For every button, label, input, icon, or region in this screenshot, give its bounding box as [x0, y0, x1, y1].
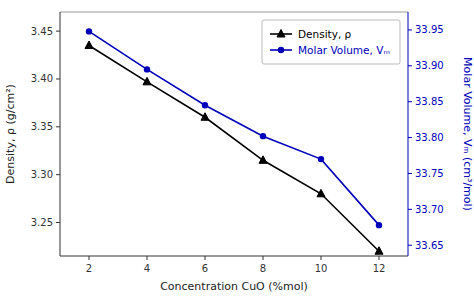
legend-marker	[278, 47, 284, 53]
point	[259, 156, 267, 164]
legend: Density, ρ Molar Volume, Vₘ	[262, 20, 400, 64]
x-tick	[205, 256, 206, 260]
y-tick-label: 3.45	[31, 26, 53, 37]
x-tick	[379, 256, 380, 260]
y-axis-label: Density, ρ (g/cm²)	[4, 84, 17, 184]
y-tick-label: 3.25	[31, 217, 53, 228]
point	[260, 133, 266, 139]
x-tick-label: 8	[260, 263, 266, 274]
point	[143, 77, 151, 85]
point	[376, 222, 382, 228]
y-tick-label: 3.40	[31, 73, 53, 84]
x-tick	[147, 256, 148, 260]
x-tick	[263, 256, 264, 260]
y2-tick	[408, 173, 412, 174]
y2-tick	[408, 101, 412, 102]
x-tick-label: 2	[86, 263, 92, 274]
x-axis-label: Concentration CuO (%mol)	[160, 280, 308, 293]
point	[318, 156, 324, 162]
legend-label: Molar Volume, Vₘ	[298, 44, 390, 56]
y-axis-line	[60, 12, 61, 256]
x-tick	[89, 256, 90, 260]
x-tick	[321, 256, 322, 260]
y2-tick	[408, 65, 412, 66]
y-tick-label: 3.30	[31, 169, 53, 180]
y2-tick-label: 33.90	[415, 60, 444, 71]
y2-tick-label: 33.70	[415, 204, 444, 215]
y-tick	[56, 174, 60, 175]
y2-tick	[408, 137, 412, 138]
chart: 2 4 6 8 10 12 3.25 3.30 3.35 3.40 3.45 33.65 33.70 33…	[0, 0, 474, 298]
y2-axis-line	[408, 12, 409, 256]
legend-marker	[277, 30, 285, 38]
x-tick-label: 6	[202, 263, 208, 274]
legend-box	[262, 20, 400, 64]
x-tick-label: 10	[315, 263, 328, 274]
y2-tick-label: 33.65	[415, 240, 444, 251]
y2-tick-label: 33.95	[415, 24, 444, 35]
y2-tick	[408, 245, 412, 246]
y2-tick-label: 33.85	[415, 96, 444, 107]
point	[201, 113, 209, 121]
legend-label: Density, ρ	[298, 28, 352, 40]
point	[202, 102, 208, 108]
point	[375, 247, 383, 255]
axes: 2 4 6 8 10 12 3.25 3.30 3.35 3.40 3.45 33.65 33.70 33…	[31, 12, 444, 274]
y2-axis-label: Molar Volume, Vₘ (cm³/mol)	[461, 57, 474, 211]
y2-tick-label: 33.80	[415, 132, 444, 143]
y2-tick-label: 33.75	[415, 168, 444, 179]
frame-top	[60, 12, 408, 13]
point	[85, 41, 93, 49]
point	[317, 189, 325, 197]
y2-tick	[408, 29, 412, 30]
y-tick	[56, 31, 60, 32]
x-axis-line	[60, 256, 408, 257]
y-tick	[56, 126, 60, 127]
y-tick	[56, 222, 60, 223]
series-line	[89, 45, 379, 251]
y-tick-label: 3.35	[31, 121, 53, 132]
y-tick	[56, 78, 60, 79]
point	[86, 28, 92, 34]
x-tick-label: 12	[373, 263, 386, 274]
point	[144, 66, 150, 72]
x-tick-label: 4	[144, 263, 150, 274]
y2-tick	[408, 209, 412, 210]
